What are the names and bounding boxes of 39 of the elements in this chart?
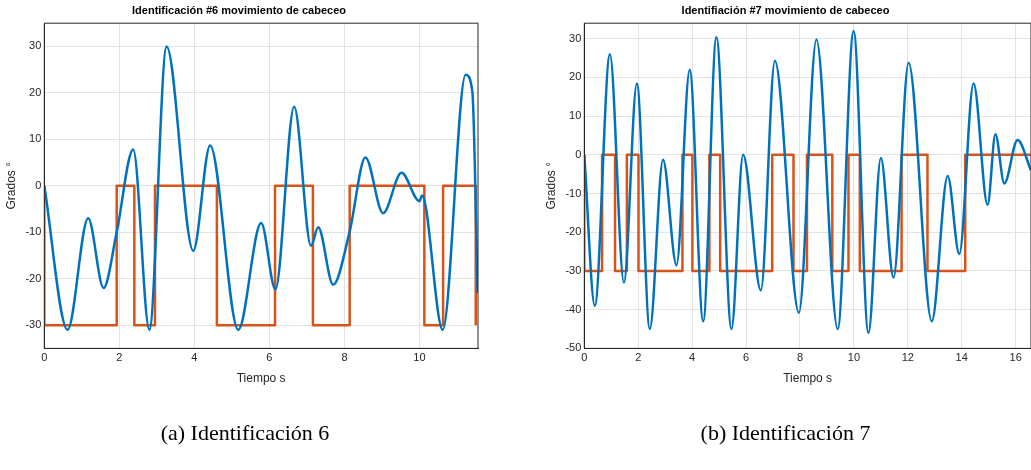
y-tick-label: 0 bbox=[35, 178, 42, 191]
line-series bbox=[584, 29, 1031, 335]
chart-title: Identifiación #7 movimiento de cabeceo bbox=[681, 3, 890, 16]
y-tick-label: -30 bbox=[25, 318, 42, 331]
y-tick-label: 30 bbox=[569, 31, 582, 44]
x-tick-label: 2 bbox=[116, 351, 123, 364]
x-tick-label: 2 bbox=[635, 351, 642, 364]
line-series bbox=[44, 45, 478, 332]
y-tick-label: 0 bbox=[575, 147, 582, 160]
y-tick-label: 30 bbox=[29, 39, 42, 52]
y-tick-label: 10 bbox=[29, 132, 42, 145]
x-tick-label: 8 bbox=[341, 351, 348, 364]
x-tick-label: 4 bbox=[689, 351, 696, 364]
x-tick-label: 6 bbox=[742, 351, 750, 364]
y-axis-title: Grados ° bbox=[543, 161, 558, 210]
x-tick-label: 10 bbox=[847, 351, 861, 364]
y-tick-label: 10 bbox=[569, 109, 582, 122]
y-tick-label: -20 bbox=[565, 225, 582, 238]
y-tick-label: -10 bbox=[565, 186, 582, 199]
y-tick-label: -30 bbox=[565, 264, 582, 276]
x-tick-label: 4 bbox=[191, 351, 198, 364]
x-tick-label: 16 bbox=[1009, 351, 1022, 364]
y-tick-label: -10 bbox=[25, 225, 42, 238]
y-tick-label: -40 bbox=[565, 302, 582, 315]
y-tick-label: 20 bbox=[569, 70, 582, 83]
x-axis-title: Tiempo s bbox=[236, 371, 286, 386]
chart-title: Identificación #6 movimiento de cabeceo bbox=[132, 3, 347, 16]
text: (b) Identificación 7 bbox=[699, 420, 872, 446]
x-tick-label: 10 bbox=[413, 351, 426, 364]
y-tick-label: 20 bbox=[29, 85, 42, 98]
y-tick-label: -50 bbox=[565, 341, 582, 354]
x-tick-label: 14 bbox=[955, 351, 968, 364]
x-tick-label: 8 bbox=[796, 351, 804, 364]
text: (a) Identificación 6 bbox=[159, 420, 331, 446]
y-axis-title: Grados ° bbox=[3, 161, 18, 210]
y-tick-label: -20 bbox=[25, 271, 42, 284]
x-tick-label: 12 bbox=[901, 351, 914, 364]
x-axis-title: Tiempo s bbox=[783, 371, 833, 386]
x-tick-label: 6 bbox=[266, 351, 273, 364]
